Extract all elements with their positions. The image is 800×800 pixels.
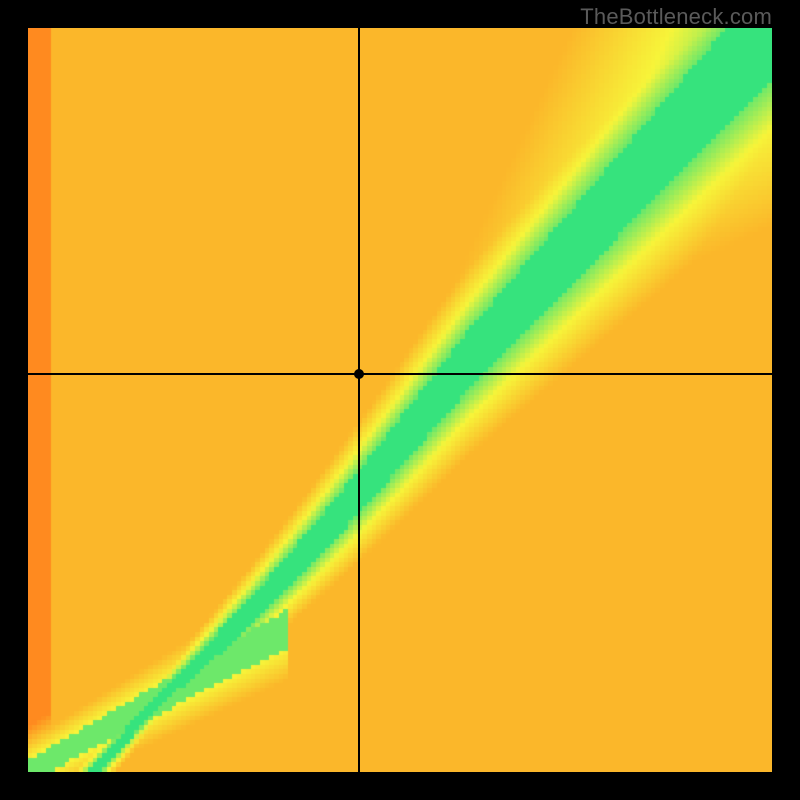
- heatmap-canvas: [28, 28, 772, 772]
- watermark-text: TheBottleneck.com: [580, 4, 772, 30]
- chart-container: TheBottleneck.com: [0, 0, 800, 800]
